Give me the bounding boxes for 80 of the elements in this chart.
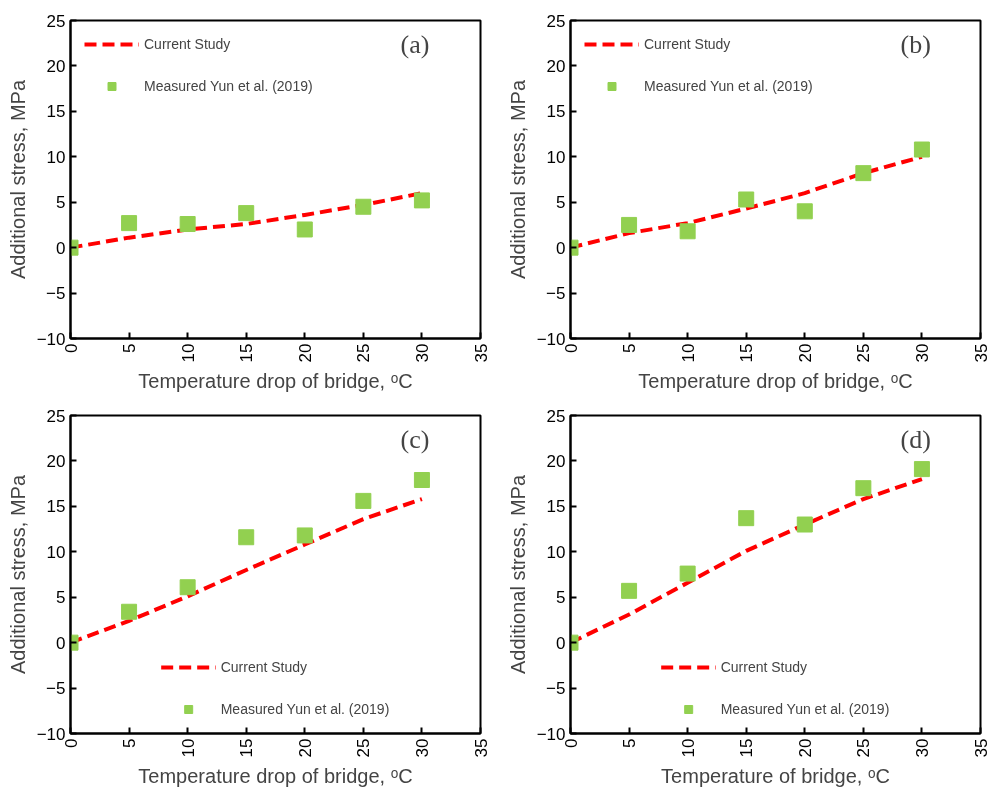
y-tick-label: 25 xyxy=(46,406,66,426)
y-tick-label: 5 xyxy=(56,588,66,608)
y-tick-label: 15 xyxy=(546,497,566,517)
y-tick-label: 5 xyxy=(556,588,566,608)
x-axis-title: Temperature drop of bridge, ᵒC xyxy=(638,370,913,393)
x-tick-label: 5 xyxy=(620,343,640,353)
x-tick-label: 25 xyxy=(854,738,874,758)
x-tick-label: 5 xyxy=(620,738,640,748)
x-axis-title: Temperature drop of bridge, ᵒC xyxy=(138,370,413,393)
y-tick-label: −10 xyxy=(536,329,566,349)
y-tick-label: 20 xyxy=(546,451,566,471)
x-tick-label: 30 xyxy=(912,738,932,758)
x-tick-label: 15 xyxy=(237,343,257,363)
y-axis-title: Additional stress, MPa xyxy=(506,474,529,674)
y-tick-label: 0 xyxy=(56,238,66,258)
legend-label: Measured Yun et al. (2019) xyxy=(720,701,890,717)
legend-label: Measured Yun et al. (2019) xyxy=(144,78,313,94)
y-tick-label: 10 xyxy=(46,542,66,562)
x-tick-label: 15 xyxy=(737,738,757,758)
y-axis-title: Additional stress, MPa xyxy=(6,474,29,674)
y-tick-label: 15 xyxy=(46,102,66,122)
y-tick-label: 20 xyxy=(46,451,66,471)
y-tick-label: −10 xyxy=(36,329,66,349)
y-tick-label: 10 xyxy=(546,542,566,562)
y-tick-label: 25 xyxy=(46,11,66,31)
y-tick-label: 5 xyxy=(56,193,66,213)
y-tick-label: 10 xyxy=(46,147,66,167)
annotation: (b) xyxy=(900,29,931,59)
y-tick-label: −10 xyxy=(36,724,66,744)
y-axis-title: Additional stress, MPa xyxy=(506,79,529,279)
annotation: (a) xyxy=(400,29,430,59)
y-tick-label: 5 xyxy=(556,193,566,213)
y-axis-title: Additional stress, MPa xyxy=(6,79,29,279)
legend-label: Current Study xyxy=(220,659,308,675)
x-tick-label: 30 xyxy=(412,738,432,758)
x-tick-label: 25 xyxy=(354,343,374,363)
y-tick-label: 25 xyxy=(546,11,566,31)
annotation: (c) xyxy=(400,424,430,454)
x-tick-label: 15 xyxy=(237,738,257,758)
x-tick-label: 5 xyxy=(120,343,140,353)
y-tick-label: −5 xyxy=(46,679,66,699)
y-tick-label: 0 xyxy=(556,238,566,258)
legend-label: Measured Yun et al. (2019) xyxy=(644,78,813,94)
y-tick-label: −5 xyxy=(546,679,566,699)
x-tick-label: 20 xyxy=(795,738,815,758)
x-tick-label: 30 xyxy=(412,343,432,363)
x-tick-label: 25 xyxy=(854,343,874,363)
x-tick-label: 20 xyxy=(295,343,315,363)
y-tick-label: 0 xyxy=(556,633,566,653)
x-tick-label: 35 xyxy=(971,343,991,363)
x-tick-label: 15 xyxy=(737,343,757,363)
x-tick-label: 10 xyxy=(178,738,198,758)
x-tick-label: 35 xyxy=(471,343,491,363)
x-tick-label: 25 xyxy=(354,738,374,758)
x-tick-label: 10 xyxy=(178,343,198,363)
x-tick-label: 35 xyxy=(471,738,491,758)
legend-label: Current Study xyxy=(720,659,808,675)
x-tick-label: 10 xyxy=(678,738,698,758)
y-tick-label: 15 xyxy=(46,497,66,517)
legend-label: Current Study xyxy=(144,36,231,52)
x-tick-label: 20 xyxy=(295,738,315,758)
x-axis-title: Temperature drop of bridge, ᵒC xyxy=(138,765,413,788)
y-tick-label: 10 xyxy=(546,147,566,167)
x-tick-label: 10 xyxy=(678,343,698,363)
y-tick-label: 25 xyxy=(546,406,566,426)
annotation: (d) xyxy=(900,424,931,454)
y-tick-label: 20 xyxy=(546,56,566,76)
y-tick-label: 0 xyxy=(56,633,66,653)
legend-label: Current Study xyxy=(644,36,731,52)
legend-label: Measured Yun et al. (2019) xyxy=(220,701,390,717)
x-tick-label: 35 xyxy=(971,738,991,758)
y-tick-label: −10 xyxy=(536,724,566,744)
y-tick-label: −5 xyxy=(546,284,566,304)
x-tick-label: 5 xyxy=(120,738,140,748)
x-tick-label: 20 xyxy=(795,343,815,363)
x-axis-title: Temperature of bridge, ᵒC xyxy=(661,765,890,788)
x-tick-label: 30 xyxy=(912,343,932,363)
y-tick-label: −5 xyxy=(46,284,66,304)
y-tick-label: 15 xyxy=(546,102,566,122)
y-tick-label: 20 xyxy=(46,56,66,76)
